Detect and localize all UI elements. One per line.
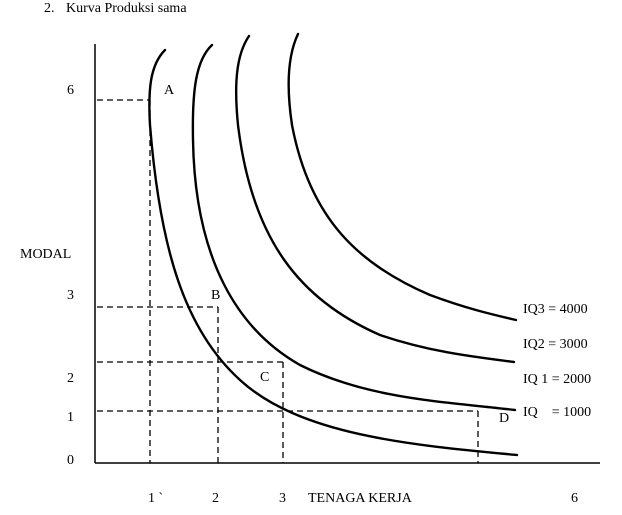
curve-iq3-label: IQ3 = 4000 bbox=[523, 302, 588, 317]
x-tick-label: 2 bbox=[212, 491, 219, 506]
point-c-label: C bbox=[260, 370, 269, 385]
y-tick-label: 2 bbox=[67, 371, 74, 386]
point-d-label: D bbox=[499, 411, 509, 426]
x-axis-label: TENAGA KERJA bbox=[308, 491, 413, 506]
point-b-label: B bbox=[211, 288, 220, 303]
point-a-label: A bbox=[164, 83, 175, 98]
x-tick-label: 3 bbox=[279, 491, 286, 506]
heading-number: 2. bbox=[44, 1, 55, 16]
dashed-guides bbox=[97, 99, 479, 463]
isoquant-curves bbox=[148, 32, 519, 457]
y-axis-label: MODAL bbox=[20, 247, 71, 262]
curve-iq1-label: IQ 1 = 2000 bbox=[523, 372, 591, 387]
curve-iq2 bbox=[234, 34, 516, 364]
y-tick-label: 0 bbox=[67, 453, 74, 468]
heading-title: Kurva Produksi sama bbox=[66, 1, 187, 16]
y-tick-label: 6 bbox=[67, 83, 74, 98]
x-tick-label: 1 ` bbox=[148, 491, 163, 506]
x-tick-label: 6 bbox=[571, 491, 578, 506]
y-tick-label: 1 bbox=[67, 410, 74, 425]
curve-iq1 bbox=[191, 43, 517, 412]
curve-iq3 bbox=[287, 32, 518, 322]
y-tick-label: 3 bbox=[67, 288, 74, 303]
curve-iq2-label: IQ2 = 3000 bbox=[523, 337, 588, 352]
curve-iq bbox=[148, 48, 519, 457]
curve-iq-label: IQ = 1000 bbox=[523, 405, 591, 420]
